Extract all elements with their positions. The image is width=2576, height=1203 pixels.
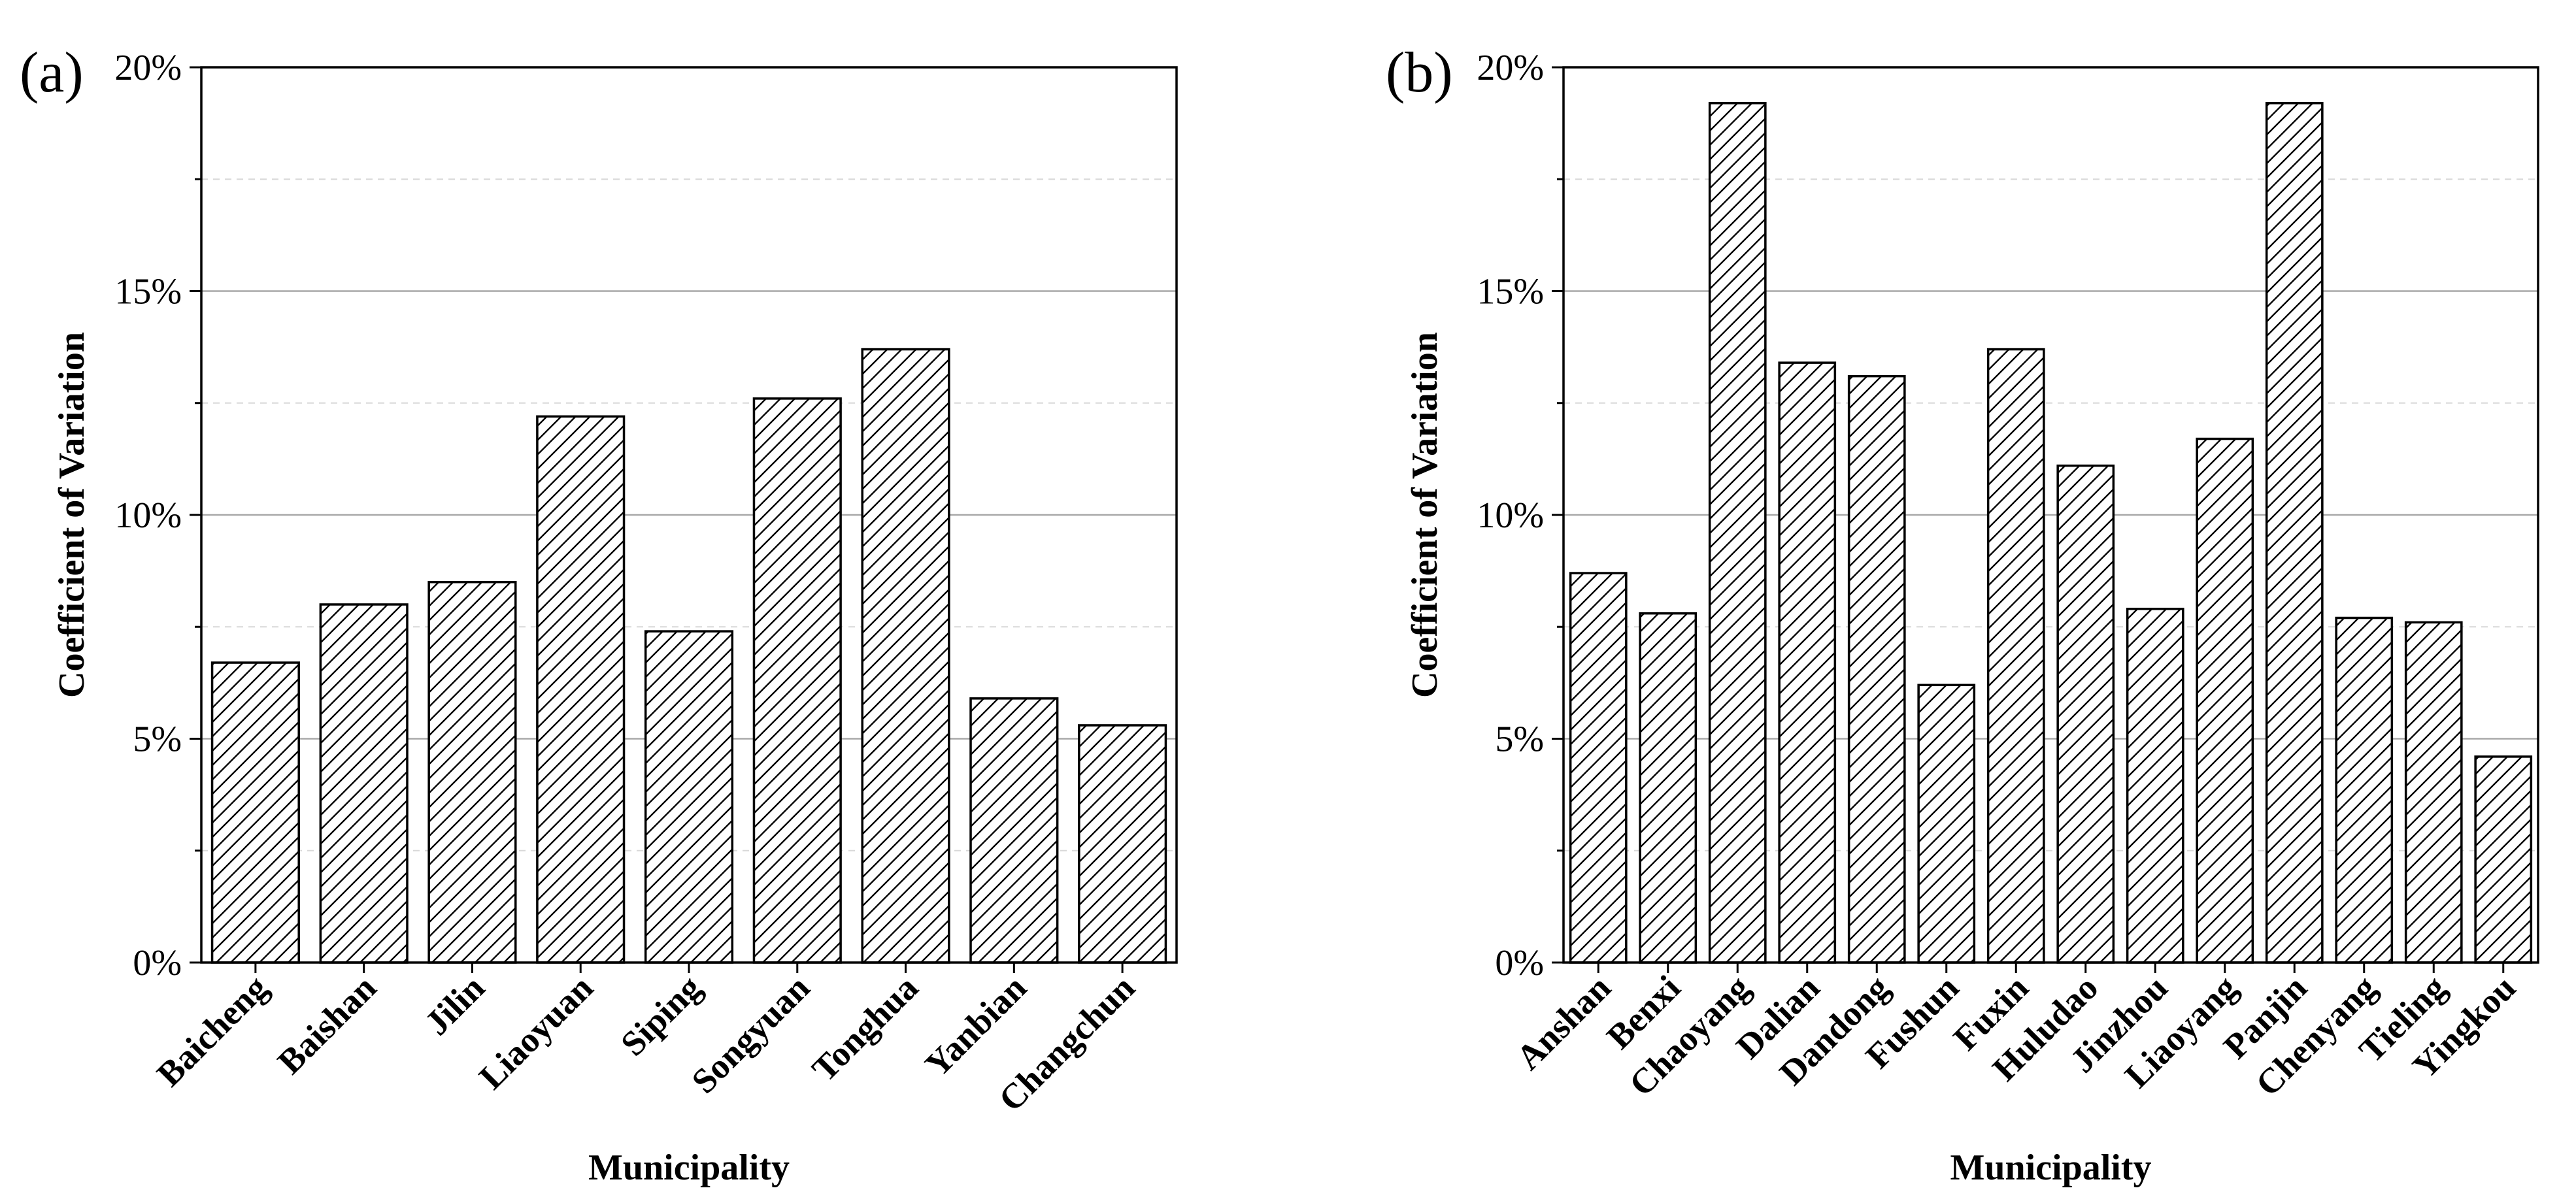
bar-anshan: [1569, 572, 1628, 964]
x-tick-label: Jilin: [417, 968, 492, 1043]
bar-yingkou: [2474, 755, 2533, 964]
y-axis-title: Coefficient of Variation: [52, 332, 92, 698]
y-tick-label: 5%: [1495, 719, 1544, 760]
x-tick-label: Anshan: [1509, 968, 1618, 1078]
bar-fushun: [1917, 684, 1976, 964]
panel-label: (b): [1386, 41, 1453, 105]
bar-tieling: [2404, 621, 2463, 964]
bar-liaoyuan: [536, 415, 626, 964]
y-tick-label: 20%: [1477, 48, 1544, 88]
y-tick-label: 0%: [1495, 943, 1544, 983]
bar-tonghua: [861, 348, 950, 964]
y-tick-label: 15%: [1477, 272, 1544, 312]
bar-dalian: [1778, 361, 1837, 964]
y-axis-title: Coefficient of Variation: [1405, 332, 1445, 698]
bar-baishan: [319, 603, 409, 964]
bar-songyuan: [752, 397, 842, 964]
panel-label: (a): [20, 41, 84, 105]
bar-chenyang: [2335, 616, 2394, 964]
y-tick-label: 0%: [133, 943, 182, 983]
bar-panjin: [2265, 102, 2324, 964]
x-tick-label: Siping: [613, 968, 709, 1063]
x-tick-label: Liaoyuan: [471, 968, 600, 1096]
y-tick-label: 10%: [114, 495, 182, 536]
x-axis-title: Municipality: [1950, 1147, 2151, 1188]
bar-huludao: [2056, 464, 2115, 964]
x-tick-label: Tonghua: [805, 968, 926, 1089]
x-tick-label: Songyuan: [684, 968, 818, 1101]
x-axis-title: Municipality: [588, 1147, 790, 1188]
y-tick-label: 20%: [114, 48, 182, 88]
bar-liaoyang: [2196, 437, 2254, 964]
x-tick-label: Baicheng: [149, 968, 275, 1094]
x-tick-label: Baishan: [270, 968, 384, 1081]
y-tick-label: 5%: [133, 719, 182, 760]
bar-jilin: [427, 581, 517, 964]
bar-changchun: [1078, 724, 1167, 964]
bar-yanbian: [969, 697, 1059, 964]
bar-benxi: [1639, 612, 1698, 964]
y-tick-label: 10%: [1477, 495, 1544, 536]
bar-chaoyang: [1708, 102, 1767, 964]
chart-panel-b: AnshanBenxiChaoyangDalianDandongFushunFu…: [1386, 41, 2539, 1188]
y-tick-label: 15%: [114, 272, 182, 312]
bar-dandong: [1847, 374, 1906, 964]
bar-baicheng: [210, 661, 300, 964]
bar-fuxin: [1986, 348, 2045, 964]
bar-jinzhou: [2126, 608, 2184, 964]
bar-siping: [644, 630, 734, 964]
